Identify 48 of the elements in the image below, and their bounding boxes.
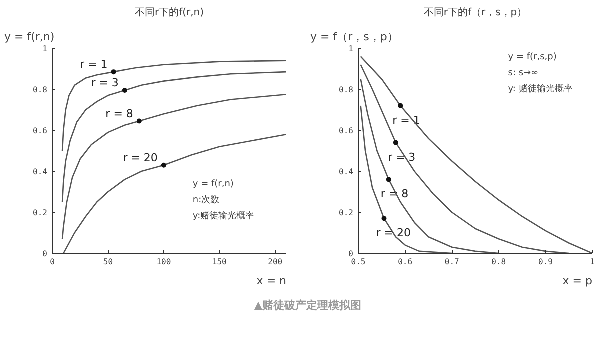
x-tick-label: 100 [156,258,172,266]
y-tick-label: 0 [42,250,48,258]
y-tick-label: 1 [348,44,354,54]
annotation: y = f(r,n) [192,180,234,190]
y-axis-title: y = f(r,n) [4,30,55,44]
y-tick-label: 0 [348,250,354,258]
annotation: r = 20 [123,151,158,164]
x-tick-label: 50 [103,258,114,266]
chart-title: 不同r下的f（r，s，p） [424,8,528,18]
y-tick-label: 0.4 [339,168,354,176]
annotation: s: s→∞ [508,68,539,79]
x-tick-label: 200 [268,258,283,266]
x-tick-label: 0.6 [398,258,413,266]
y-tick-label: 0.6 [33,126,48,136]
line-series [62,134,286,254]
y-tick-label: 0.8 [339,86,354,94]
line-series [62,60,286,152]
chart-title: 不同r下的f(r,n) [134,8,204,18]
y-tick-label: 1 [42,44,48,54]
line-series [360,78,500,254]
y-tick-label: 0.8 [33,86,48,94]
annotation: r = 3 [388,150,416,164]
x-tick-label: 0.7 [444,258,460,266]
line-series [62,71,286,203]
annotation: y:赌徒输光概率 [192,210,255,222]
line-series [360,105,453,254]
annotation: r = 1 [80,58,108,72]
annotation: y = f(r,s,p) [508,52,557,63]
x-axis-title: x = n [256,274,287,288]
annotation: r = 8 [106,107,134,120]
x-tick-label: 150 [212,258,228,266]
annotation: y: 赌徒输光概率 [508,84,573,95]
y-axis-title: y = f（r，s，p） [310,30,398,44]
x-tick-label: 0 [50,258,56,266]
annotation: r = 3 [91,76,119,90]
line-series [62,94,286,240]
y-tick-label: 0.2 [339,208,354,218]
annotation: n:次数 [192,194,220,206]
x-tick-label: 1 [590,258,596,266]
annotation: r = 20 [376,226,411,240]
x-tick-label: 0.8 [492,258,506,266]
x-tick-label: 0.5 [351,258,366,266]
x-tick-label: 0.9 [538,258,554,266]
y-tick-label: 0.2 [33,208,48,218]
x-axis-title: x = p [562,274,593,288]
text: ▲赌徒破产定理模拟图 [253,298,363,314]
y-tick-label: 0.4 [33,168,48,176]
y-tick-label: 0.6 [339,126,354,136]
